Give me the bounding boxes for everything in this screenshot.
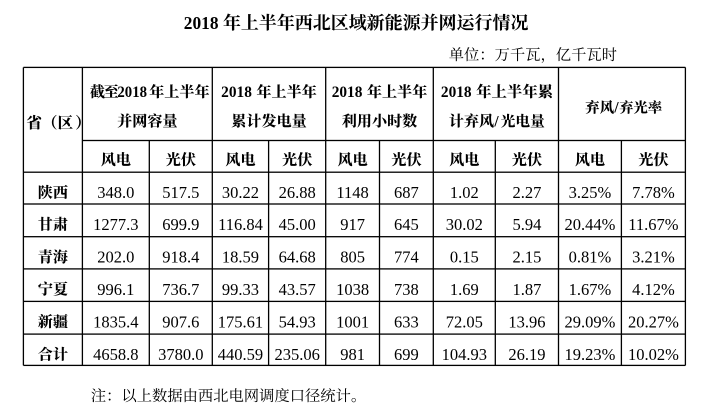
svg-text:1277.3: 1277.3 [93, 215, 138, 234]
svg-text:/: / [613, 100, 619, 117]
svg-text:116.84: 116.84 [218, 215, 263, 234]
svg-text:3.25%: 3.25% [569, 183, 612, 202]
svg-text:805: 805 [340, 248, 365, 267]
svg-text:440.59: 440.59 [218, 345, 263, 364]
svg-text:2018: 2018 [441, 84, 472, 101]
svg-text:687: 687 [394, 183, 419, 202]
svg-text:104.93: 104.93 [442, 345, 487, 364]
svg-text:996.1: 996.1 [97, 280, 134, 299]
svg-text:738: 738 [394, 280, 419, 299]
svg-text:4.12%: 4.12% [632, 280, 675, 299]
svg-text:4658.8: 4658.8 [93, 345, 138, 364]
svg-text:45.00: 45.00 [279, 215, 316, 234]
svg-text:2.27: 2.27 [512, 183, 541, 202]
svg-text:29.09%: 29.09% [565, 312, 616, 331]
svg-text:2018: 2018 [184, 13, 219, 33]
svg-text:907.6: 907.6 [162, 312, 199, 331]
svg-text:18.59: 18.59 [222, 248, 259, 267]
svg-text:2018: 2018 [117, 84, 147, 101]
svg-text:202.0: 202.0 [97, 248, 134, 267]
svg-text:981: 981 [340, 345, 365, 364]
svg-text:20.27%: 20.27% [628, 312, 679, 331]
svg-text:3780.0: 3780.0 [158, 345, 203, 364]
svg-text:72.05: 72.05 [446, 312, 483, 331]
svg-text:2.15: 2.15 [512, 248, 541, 267]
svg-text:19.23%: 19.23% [565, 345, 616, 364]
svg-text:1.87: 1.87 [512, 280, 541, 299]
svg-text:1001: 1001 [336, 312, 369, 331]
svg-text:774: 774 [394, 248, 419, 267]
svg-text:699.9: 699.9 [162, 215, 199, 234]
svg-text:917: 917 [340, 215, 365, 234]
svg-text:2018: 2018 [221, 84, 252, 101]
svg-text:1.02: 1.02 [450, 183, 479, 202]
svg-text:633: 633 [394, 312, 419, 331]
svg-text:699: 699 [394, 345, 419, 364]
svg-text:26.88: 26.88 [279, 183, 316, 202]
svg-text:1.67%: 1.67% [569, 280, 612, 299]
svg-text:54.93: 54.93 [279, 312, 316, 331]
svg-text:30.22: 30.22 [222, 183, 259, 202]
svg-text:99.33: 99.33 [222, 280, 259, 299]
svg-text:26.19: 26.19 [508, 345, 545, 364]
svg-text:1038: 1038 [336, 280, 369, 299]
svg-text:20.44%: 20.44% [565, 215, 616, 234]
svg-text:13.96: 13.96 [508, 312, 545, 331]
svg-text:/: / [493, 113, 499, 130]
svg-text:517.5: 517.5 [162, 183, 199, 202]
svg-text:918.4: 918.4 [162, 248, 199, 267]
svg-text:736.7: 736.7 [162, 280, 199, 299]
svg-text:43.57: 43.57 [279, 280, 316, 299]
svg-text:30.02: 30.02 [446, 215, 483, 234]
svg-text:5.94: 5.94 [512, 215, 541, 234]
svg-text:175.61: 175.61 [218, 312, 263, 331]
svg-text:3.21%: 3.21% [632, 248, 675, 267]
svg-text:64.68: 64.68 [279, 248, 316, 267]
svg-text:10.02%: 10.02% [628, 345, 679, 364]
svg-text:1.69: 1.69 [450, 280, 479, 299]
svg-text:2018: 2018 [332, 84, 363, 101]
svg-text:348.0: 348.0 [97, 183, 134, 202]
svg-text:7.78%: 7.78% [632, 183, 675, 202]
svg-text:0.15: 0.15 [450, 248, 479, 267]
svg-text:1835.4: 1835.4 [93, 312, 138, 331]
svg-text:11.67%: 11.67% [628, 215, 679, 234]
svg-text:645: 645 [394, 215, 419, 234]
svg-text:0.81%: 0.81% [569, 248, 612, 267]
svg-text:235.06: 235.06 [274, 345, 319, 364]
svg-text:1148: 1148 [336, 183, 368, 202]
